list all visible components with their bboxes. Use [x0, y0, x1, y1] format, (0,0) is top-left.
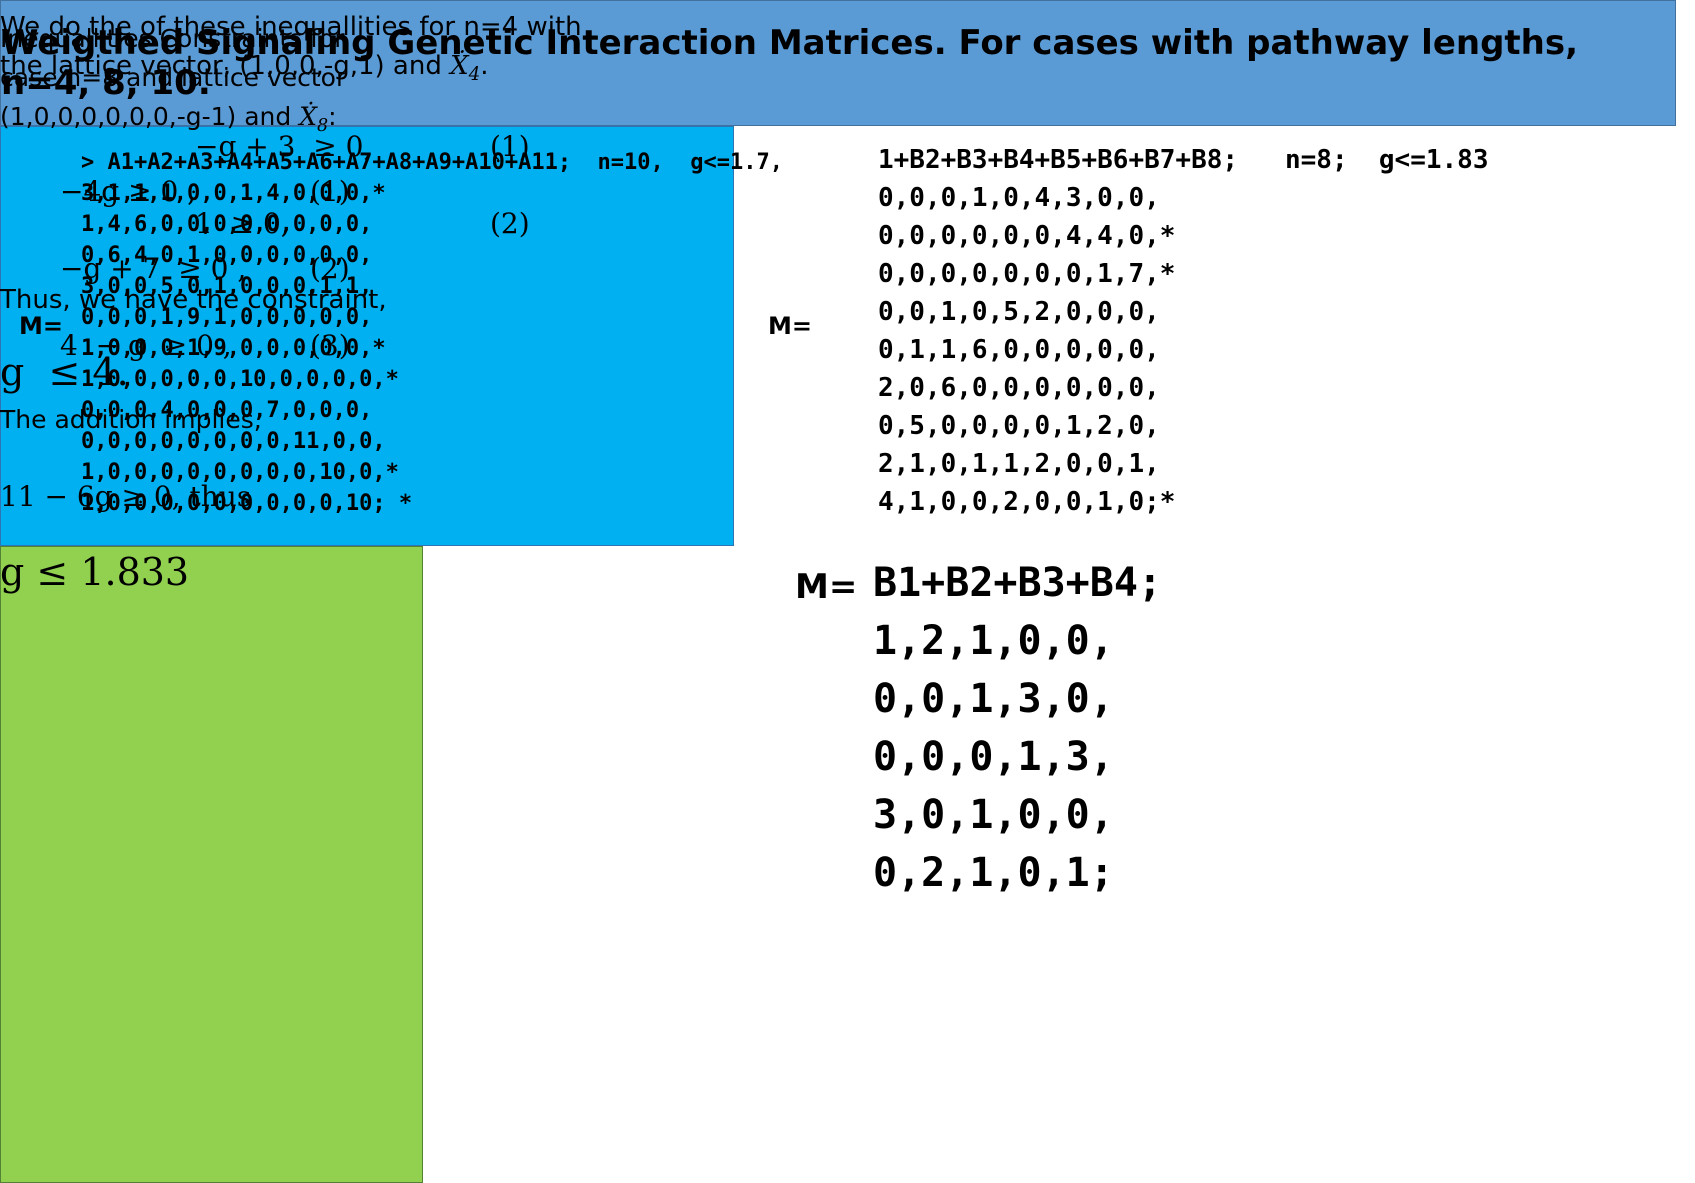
matrix-row: 0,0,1,0,5,2,0,0,0,	[878, 297, 1160, 327]
equation: 4 − g ≥ 0 ,	[60, 329, 232, 362]
n4-constraint-box: We do the of these inequallities for n=4…	[0, 12, 734, 546]
conclusion: The addition implies,	[0, 405, 262, 434]
matrix-label: M=	[795, 567, 858, 607]
lattice-symbol: Ẋ	[299, 102, 318, 131]
matrix-row: 0,2,1,0,1;	[873, 850, 1114, 896]
lattice-subscript: 8	[317, 116, 329, 136]
matrix-row: 0,0,0,1,3,	[873, 734, 1114, 780]
result: g ≤ 1.833	[0, 550, 190, 594]
equation: 1 ≥ 0,	[195, 207, 290, 240]
matrix-row: 0,0,0,1,9,1,0,0,0,0,0,	[81, 305, 373, 330]
matrix-row: 2,1,0,1,1,2,0,0,1,	[878, 449, 1160, 479]
conclusion: Thus, we have the constraint,	[0, 285, 387, 315]
text: the lattice vector, (1,0,0,-g,1) and	[0, 51, 451, 81]
matrix-row: 0,0,0,4,0,0,0,7,0,0,0,	[81, 398, 373, 423]
box-text: case n=8 and lattice vector	[0, 63, 1695, 92]
lattice-subscript: 4	[468, 64, 481, 86]
text: case n=8 and lattice vector	[0, 63, 347, 92]
text: Inequallities Constraints for	[0, 24, 345, 53]
title-banner: Weigthed Signaling Genetic Interaction M…	[0, 0, 1676, 126]
matrix-row: 1,0,0,0,0,0,10,0,0,0,0,*	[81, 367, 399, 392]
matrix-row: 1,0,0,0,1,9,0,0,0,0,0,*	[81, 336, 386, 361]
matrix-row: 0,0,0,1,0,4,3,0,0,	[878, 183, 1160, 213]
result: g ≤ 4.	[0, 350, 129, 394]
matrix-row: 2,0,6,0,0,0,0,0,0,	[878, 373, 1160, 403]
text: :	[328, 102, 337, 131]
n8-constraint-box: Inequallities Constraints for case n=8 an…	[0, 24, 423, 1183]
matrix-row: 0,5,0,0,0,0,1,2,0,	[878, 411, 1160, 441]
equation: −4g ≥ 0 ,	[60, 175, 197, 208]
matrix-command: B1+B2+B3+B4;	[873, 560, 1162, 606]
matrix-row: 1,0,0,0,0,0,0,0,0,10,0,*	[81, 460, 399, 485]
text: We do the of these inequallities for n=4…	[0, 12, 582, 42]
matrix-row: 0,6,4,0,1,0,0,0,0,0,0,	[81, 243, 373, 268]
matrix-row: 1,4,6,0,0,0,0,0,0,0,0,	[81, 212, 373, 237]
matrix-row: 0,0,0,0,0,0,0,0,11,0,0,	[81, 429, 386, 454]
lattice-symbol: Ẋ	[450, 51, 469, 81]
equation-number: (1)	[490, 130, 530, 163]
matrix-label: M=	[19, 312, 63, 340]
box-text: We do the of these inequallities for n=4…	[0, 12, 1695, 42]
text: .	[480, 51, 489, 81]
matrix-command: 1+B2+B3+B4+B5+B6+B7+B8; n=8; g<=1.83	[878, 145, 1489, 175]
box-text: (1,0,0,0,0,0,0,-g-1) and Ẋ8:	[0, 102, 1695, 136]
matrix-command: > A1+A2+A3+A4+A5+A6+A7+A8+A9+A10+A11; n=…	[81, 150, 783, 175]
matrix-row: 3,0,1,0,0,	[873, 792, 1114, 838]
title: Weigthed Signaling Genetic Interaction M…	[1, 23, 1579, 103]
matrix-row: 3,1,1,1,0,0,1,4,0,0,0,*	[81, 181, 386, 206]
text: (1,0,0,0,0,0,0,-g-1) and	[0, 102, 300, 131]
equation-number: (3)	[310, 329, 350, 362]
matrix-label: M=	[768, 312, 812, 340]
matrix-row: 0,0,0,0,0,0,0,1,7,*	[878, 259, 1176, 289]
equation-number: (2)	[490, 207, 530, 240]
matrix-row: 1,2,1,0,0,	[873, 618, 1114, 664]
matrix-row: 1,0,0,0,0,0,0,0,0,0,10; *	[81, 491, 413, 516]
equation-number: (2)	[310, 252, 350, 285]
matrix-row: 0,0,1,3,0,	[873, 676, 1114, 722]
matrix-row: 3,0,0,5,0,1,0,0,0,1,1,	[81, 274, 373, 299]
equation: −g + 3 ≥ 0,	[195, 130, 373, 163]
sum: 11 − 6g ≥ 0, thus	[0, 480, 252, 513]
matrix-row: 0,0,0,0,0,0,4,4,0,*	[878, 221, 1176, 251]
equation-number: (1)	[310, 175, 350, 208]
matrix-row: 0,1,1,6,0,0,0,0,0,	[878, 335, 1160, 365]
matrix-row: 4,1,0,0,2,0,0,1,0;*	[878, 487, 1176, 517]
equation: −g + 7 ≥ 0 ,	[60, 252, 247, 285]
box-text: the lattice vector, (1,0,0,-g,1) and Ẋ4.	[0, 51, 1695, 85]
box-text: Inequallities Constraints for	[0, 24, 1695, 53]
